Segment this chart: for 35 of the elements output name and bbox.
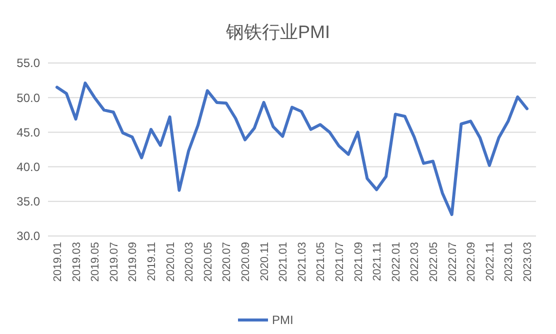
line-series xyxy=(56,82,528,216)
y-tick-label: 40.0 xyxy=(16,160,40,174)
y-tick-label: 45.0 xyxy=(16,125,40,140)
x-tick-label: 2022.11 xyxy=(484,242,496,281)
x-tick-label: 2019.01 xyxy=(52,242,64,282)
x-tick-label: 2019.07 xyxy=(108,242,120,282)
x-tick-label: 2021.11 xyxy=(372,242,384,281)
x-tick-label: 2019.03 xyxy=(70,242,83,282)
x-tick-label: 2021.07 xyxy=(334,242,346,282)
x-tick-label: 2019.05 xyxy=(90,242,102,282)
x-tick-label: 2020.03 xyxy=(184,242,196,282)
y-tick-label: 55.0 xyxy=(16,56,40,70)
x-tick-label: 2022.09 xyxy=(466,242,478,282)
y-tick-label: 50.0 xyxy=(16,90,40,105)
legend-label: PMI xyxy=(272,313,294,328)
x-tick-label: 2020.11 xyxy=(258,242,271,281)
x-tick-label: 2021.01 xyxy=(278,242,290,282)
x-tick-label: 2023.03 xyxy=(522,242,534,282)
x-tick-label: 2021.05 xyxy=(315,242,328,282)
x-tick-label: 2022.07 xyxy=(446,242,459,282)
y-tick-label: 35.0 xyxy=(16,194,40,209)
x-tick-label: 2020.01 xyxy=(164,242,177,282)
x-tick-label: 2019.09 xyxy=(127,242,140,282)
x-tick-label: 2022.01 xyxy=(390,242,402,282)
chart-title: 钢铁行业PMI xyxy=(224,22,330,42)
x-tick-label: 2021.09 xyxy=(352,242,365,282)
x-tick-label: 2022.03 xyxy=(409,242,422,282)
x-tick-label: 2021.03 xyxy=(296,242,308,282)
x-tick-label: 2022.05 xyxy=(428,242,440,282)
x-tick-label: 2023.01 xyxy=(503,242,516,282)
y-tick-label: 30.0 xyxy=(16,229,40,244)
x-tick-label: 2019.11 xyxy=(146,242,158,281)
x-tick-label: 2020.05 xyxy=(202,242,214,282)
x-tick-label: 2020.07 xyxy=(221,242,234,282)
x-tick-label: 2020.09 xyxy=(240,242,252,282)
